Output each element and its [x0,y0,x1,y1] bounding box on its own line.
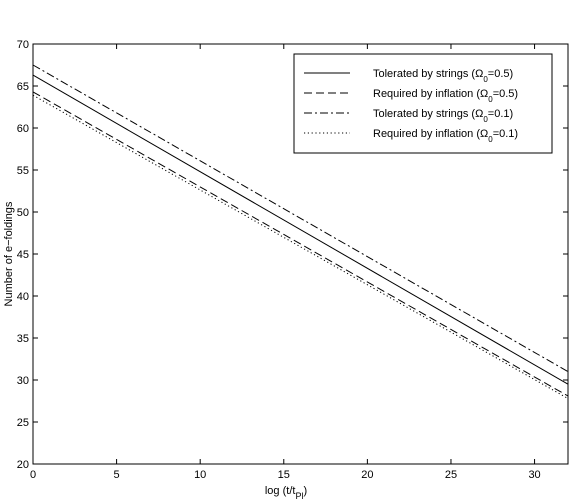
y-tick-label: 35 [17,333,29,345]
x-tick-label: 0 [30,469,36,481]
legend-label-4: Required by inflation (Ω0=0.1) [373,128,518,144]
legend-label-1: Tolerated by strings (Ω0=0.5) [373,68,513,84]
y-tick-label: 65 [17,81,29,93]
series-line-2 [32,91,569,397]
legend-box [293,53,553,154]
y-tick-label: 60 [17,123,29,135]
legend-entries: Tolerated by strings (Ω0=0.5) Required by… [304,68,518,144]
y-tick-label: 30 [17,375,29,387]
series-line-3 [32,64,569,373]
tick-group: 0 5 10 15 20 25 30 20 25 30 35 40 45 50 55 60 65 70 [17,39,568,481]
series-line-1 [32,74,569,385]
legend: Tolerated by strings (Ω0=0.5) Required by… [293,53,553,154]
x-tick-label: 10 [194,469,206,481]
x-tick-label: 15 [278,469,290,481]
y-tick-label: 40 [17,291,29,303]
y-tick-label: 50 [17,207,29,219]
y-tick-label: 25 [17,417,29,429]
legend-label-2: Required by inflation (Ω0=0.5) [373,88,518,104]
y-tick-label: 45 [17,249,29,261]
y-axis-label: Number of e−foldings [3,201,15,306]
x-tick-label: 30 [528,469,540,481]
x-tick-label: 20 [361,469,373,481]
x-tick-label: 5 [114,469,120,481]
x-tick-label: 25 [445,469,457,481]
y-tick-label: 55 [17,165,29,177]
y-tick-label: 20 [17,459,29,471]
x-axis-label: log (t/tPl) [265,485,307,501]
y-tick-label: 70 [17,39,29,51]
legend-label-3: Tolerated by strings (Ω0=0.1) [373,108,513,124]
series-group [32,64,569,399]
